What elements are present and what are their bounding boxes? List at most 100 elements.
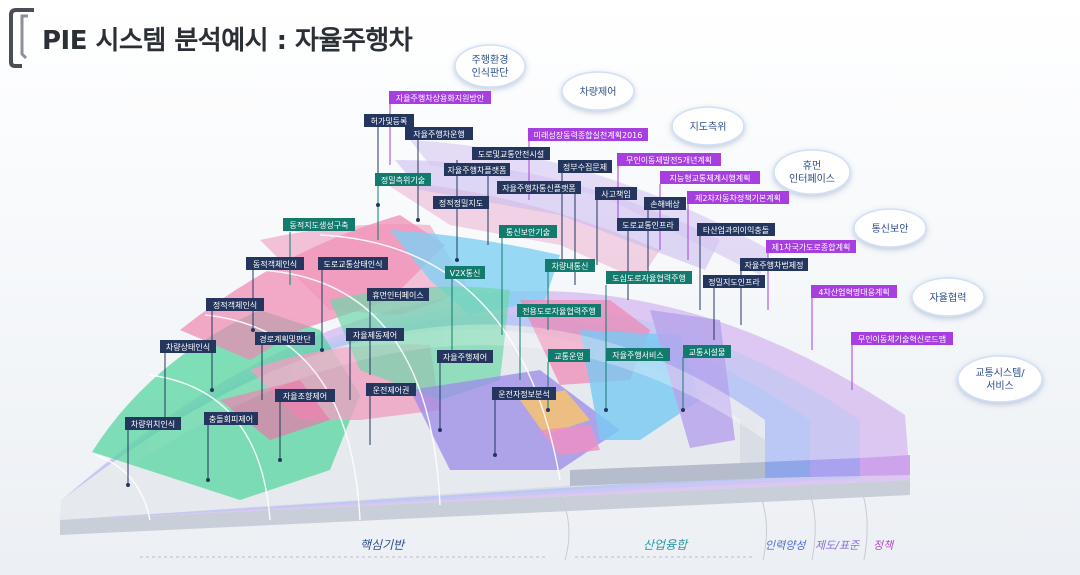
tag-item: 자율주행제어 xyxy=(437,350,493,363)
svg-text:도로교통상태인식: 도로교통상태인식 xyxy=(324,259,383,269)
tag-item: 차량상태인식 xyxy=(160,340,216,353)
tag-item: 자율주행차법제정 xyxy=(740,258,808,271)
label-core-base: 핵심기반 xyxy=(360,538,406,552)
bubble-traffic-system: 교통시스템/ 서비스 xyxy=(957,355,1043,403)
svg-text:4차산업혁명대응계획: 4차산업혁명대응계획 xyxy=(818,287,889,297)
tag-item: 정부수집문제 xyxy=(558,160,612,173)
svg-text:허가및등록: 허가및등록 xyxy=(371,116,408,126)
svg-text:통신보안기술: 통신보안기술 xyxy=(506,227,550,237)
tag-item: 전용도로자율협력주행 xyxy=(517,304,601,317)
svg-text:제2차자동차정책기본계획: 제2차자동차정책기본계획 xyxy=(695,193,781,203)
svg-text:정부수집문제: 정부수집문제 xyxy=(563,162,607,172)
tag-item: 자율조향제어 xyxy=(275,389,335,402)
label-industry-convergence: 산업융합 xyxy=(643,538,689,552)
svg-text:자율주행차법제정: 자율주행차법제정 xyxy=(745,260,804,270)
svg-text:통신보안: 통신보안 xyxy=(872,223,909,235)
tag-item: 손해배상 xyxy=(644,197,686,210)
category-bubbles: 주행환경 인식판단 차량제어 지도측위 휴먼 인터페이스 통신보안 자율협력 교… xyxy=(454,44,1043,403)
tag-item: 정밀측위기술 xyxy=(375,173,431,186)
svg-text:경로계획및판단: 경로계획및판단 xyxy=(259,334,311,344)
svg-text:자율제동제어: 자율제동제어 xyxy=(353,330,397,340)
bubble-map-positioning: 지도측위 xyxy=(671,106,745,146)
tag-item: 도로교통상태인식 xyxy=(318,257,388,270)
title-bracket-icon xyxy=(9,8,34,68)
svg-text:충돌회피제어: 충돌회피제어 xyxy=(209,414,253,424)
label-policy: 정책 xyxy=(873,539,895,552)
svg-text:차량위치인식: 차량위치인식 xyxy=(131,419,175,429)
tag-item: 자율주행차운행 xyxy=(405,127,473,140)
bottom-axis: 핵심기반 산업융합 인력양성 제도/표준 정책 xyxy=(140,485,895,561)
svg-text:타산업과의이익충돌: 타산업과의이익충돌 xyxy=(703,225,769,235)
tag-item: 운전자정보분석 xyxy=(492,387,556,400)
tag-item: 무인이동체기술혁신로드맵 xyxy=(851,332,953,345)
svg-text:교통운영: 교통운영 xyxy=(554,351,583,361)
tag-item: 사고책임 xyxy=(595,187,637,200)
bubble-human-interface: 휴먼 인터페이스 xyxy=(773,149,851,195)
tag-item: 타산업과의이익충돌 xyxy=(697,223,775,236)
tag-item: 동적지도생성구축 xyxy=(283,218,355,231)
svg-text:운전제어권: 운전제어권 xyxy=(373,385,410,395)
svg-text:자율주행차상용화지원방안: 자율주행차상용화지원방안 xyxy=(396,93,485,103)
svg-text:동적객체인식: 동적객체인식 xyxy=(253,259,297,269)
label-regulation: 제도/표준 xyxy=(815,539,860,552)
bubble-communication-security: 통신보안 xyxy=(853,208,927,248)
svg-text:미래성장동력종합실천계획2016: 미래성장동력종합실천계획2016 xyxy=(534,130,643,140)
tag-item: 통신보안기술 xyxy=(499,225,557,238)
svg-text:차량상태인식: 차량상태인식 xyxy=(166,342,210,352)
svg-text:휴먼: 휴먼 xyxy=(803,160,821,172)
svg-text:정적정밀지도: 정적정밀지도 xyxy=(439,198,483,208)
tag-item: 정밀지도인프라 xyxy=(703,275,765,288)
svg-text:무인이동체발전5개년계획: 무인이동체발전5개년계획 xyxy=(626,155,712,165)
svg-text:손해배상: 손해배상 xyxy=(650,199,680,209)
svg-text:차량내통신: 차량내통신 xyxy=(552,261,589,271)
svg-text:교통시스템/: 교통시스템/ xyxy=(975,367,1025,379)
svg-text:사고책임: 사고책임 xyxy=(601,189,630,199)
tag-item: 교통운영 xyxy=(548,349,590,362)
svg-text:차량제어: 차량제어 xyxy=(580,86,617,98)
svg-text:도로교통인프라: 도로교통인프라 xyxy=(622,220,674,230)
title-area: PIE 시스템 분석예시 : 자율주행차 xyxy=(8,8,608,68)
tag-item: 자율주행서비스 xyxy=(606,348,670,361)
svg-text:자율주행차플랫폼: 자율주행차플랫폼 xyxy=(448,165,507,175)
tag-item: 미래성장동력종합실천계획2016 xyxy=(528,128,648,141)
svg-text:정적객체인식: 정적객체인식 xyxy=(213,300,257,310)
svg-text:정밀측위기술: 정밀측위기술 xyxy=(381,175,425,185)
svg-text:정밀지도인프라: 정밀지도인프라 xyxy=(708,277,760,287)
svg-text:자율주행서비스: 자율주행서비스 xyxy=(612,350,664,360)
tag-item: 운전제어권 xyxy=(366,383,416,396)
bubble-environment: 주행환경 인식판단 xyxy=(454,44,526,88)
tag-item: 충돌회피제어 xyxy=(204,412,258,425)
svg-text:운전자정보분석: 운전자정보분석 xyxy=(498,389,550,399)
svg-text:자율주행제어: 자율주행제어 xyxy=(443,352,487,362)
svg-text:지능형교통체계시행계획: 지능형교통체계시행계획 xyxy=(670,173,751,183)
svg-text:도로및교통안전시설: 도로및교통안전시설 xyxy=(478,149,544,159)
tag-item: 교통시설물 xyxy=(683,345,731,358)
tag-item: 동적객체인식 xyxy=(246,257,304,270)
tag-item: 4차산업혁명대응계획 xyxy=(811,285,897,298)
bubble-autonomous-cooperation: 자율협력 xyxy=(911,277,985,317)
tag-item: 휴먼인터페이스 xyxy=(367,288,429,301)
svg-text:전용도로자율협력주행: 전용도로자율협력주행 xyxy=(522,306,596,316)
svg-text:동적지도생성구축: 동적지도생성구축 xyxy=(290,220,349,230)
tag-item: 정적객체인식 xyxy=(206,298,264,311)
tag-item: 차량위치인식 xyxy=(125,417,181,430)
tag-item: 자율주행차상용화지원방안 xyxy=(389,91,491,104)
tag-item: 도로교통인프라 xyxy=(617,218,679,231)
page-title: PIE 시스템 분석예시 : 자율주행차 xyxy=(42,26,413,56)
svg-text:V2X통신: V2X통신 xyxy=(450,269,481,278)
tag-item: 정적정밀지도 xyxy=(433,196,489,209)
svg-text:휴먼인터페이스: 휴먼인터페이스 xyxy=(372,290,424,300)
tag-item: 자율제동제어 xyxy=(346,328,404,341)
svg-text:도심도로자율협력주행: 도심도로자율협력주행 xyxy=(612,273,686,283)
tag-item: 경로계획및판단 xyxy=(255,332,315,345)
diagram-tags: 자율주행차상용화지원방안 허가및등록 자율주행차운행 미래성장동력종합실천계획2… xyxy=(125,91,953,430)
tag-item: 제1차국가도로종합계획 xyxy=(766,240,856,253)
tag-item: 자율주행차플랫폼 xyxy=(444,163,510,176)
svg-text:인식판단: 인식판단 xyxy=(472,67,509,79)
svg-text:인터페이스: 인터페이스 xyxy=(789,173,835,185)
tag-item: 제2차자동차정책기본계획 xyxy=(687,191,789,204)
svg-text:교통시설물: 교통시설물 xyxy=(689,347,726,357)
tag-item: 허가및등록 xyxy=(364,114,414,127)
bubble-vehicle-control: 차량제어 xyxy=(561,71,635,111)
